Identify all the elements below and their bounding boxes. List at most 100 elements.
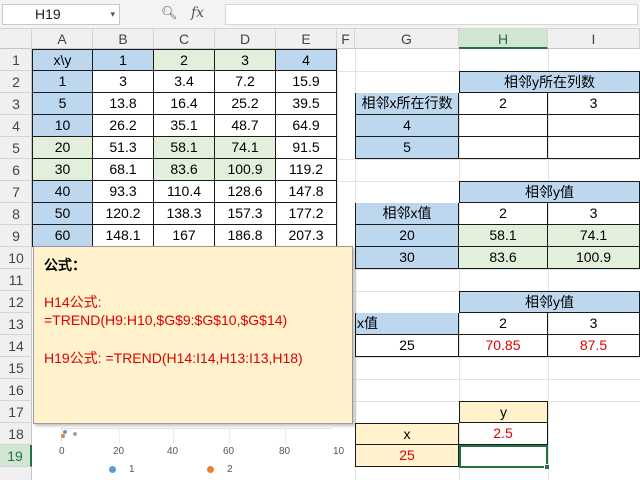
table-cell[interactable]: 128.6 [215,181,276,203]
table-cell[interactable]: 58.1 [459,225,548,247]
table-cell[interactable]: 148.1 [93,225,154,247]
table-cell[interactable]: 15.9 [276,71,337,93]
table-title[interactable]: 相邻y值 [459,181,640,203]
table-cell[interactable]: 4 [276,49,337,71]
select-all-corner[interactable] [0,29,32,49]
table-cell[interactable] [459,137,548,159]
fx-icon[interactable]: fx [191,5,205,21]
row-header[interactable]: 16 [0,379,32,401]
table-cell[interactable]: 50 [32,203,93,225]
chevron-down-icon[interactable]: ▾ [110,9,115,19]
chart-area[interactable]: 0 20 40 60 80 10 1 2 [33,424,353,480]
table-cell[interactable]: 186.8 [215,225,276,247]
table-cell[interactable]: 5 [32,93,93,115]
table-cell[interactable]: 60 [32,225,93,247]
table-cell[interactable]: 2 [459,313,548,335]
table-cell[interactable] [548,137,640,159]
row-header[interactable]: 5 [0,137,32,159]
row-header[interactable]: 7 [0,181,32,203]
table-title[interactable]: 相邻y所在列数 [459,71,640,93]
row-header[interactable]: 1 [0,49,32,71]
table-cell[interactable]: 51.3 [93,137,154,159]
table-cell[interactable]: 1 [93,49,154,71]
table-cell[interactable]: 25 [355,445,459,467]
column-header[interactable]: C [154,29,215,49]
row-header[interactable]: 17 [0,401,32,423]
table-cell[interactable]: 147.8 [276,181,337,203]
comment-note[interactable]: 公式： H14公式: =TREND(H9:H10,$G$9:$G$10,$G$1… [33,246,353,424]
row-header[interactable]: 13 [0,313,32,335]
table-cell[interactable]: 3 [215,49,276,71]
table-cell[interactable]: 157.3 [215,203,276,225]
table-cell[interactable]: 70.85 [459,335,548,357]
table-cell[interactable]: y [459,401,548,423]
table-cell[interactable]: 83.6 [459,247,548,269]
table-cell[interactable]: 74.1 [215,137,276,159]
zoom-icon[interactable]: 🔍︎ [161,5,178,20]
table-cell[interactable]: 93.3 [93,181,154,203]
table-cell[interactable]: 68.1 [93,159,154,181]
table-cell[interactable]: 40 [32,181,93,203]
table-cell[interactable]: 39.5 [276,93,337,115]
table-cell[interactable]: 30 [355,247,459,269]
column-header[interactable]: I [548,29,640,49]
table-title[interactable]: 相邻y值 [459,291,640,313]
table-cell[interactable]: 177.2 [276,203,337,225]
table-cell[interactable]: 20 [355,225,459,247]
column-header[interactable]: E [276,29,337,49]
table-cell[interactable]: x [355,423,459,445]
table-cell[interactable] [548,115,640,137]
table-cell[interactable]: 3 [548,203,640,225]
table-cell[interactable] [459,115,548,137]
table-cell[interactable]: 16.4 [154,93,215,115]
row-header[interactable]: 10 [0,247,32,269]
table-cell[interactable]: 91.5 [276,137,337,159]
row-header[interactable]: 3 [0,93,32,115]
table-cell[interactable]: 3 [548,313,640,335]
table-cell[interactable]: 3 [93,71,154,93]
selected-cell[interactable] [459,445,550,470]
table-cell[interactable]: 5 [355,137,459,159]
row-label[interactable]: 相邻x值 [355,203,459,225]
table-cell[interactable]: 2 [459,203,548,225]
table-cell[interactable]: 74.1 [548,225,640,247]
row-label[interactable]: 相邻x所在行数 [355,93,459,115]
row-header[interactable]: 2 [0,71,32,93]
name-box[interactable]: H19 ▾ [2,4,120,25]
table-cell[interactable]: 110.4 [154,181,215,203]
table-cell[interactable]: 100.9 [548,247,640,269]
column-header[interactable]: B [93,29,154,49]
table-cell[interactable]: 120.2 [93,203,154,225]
row-header[interactable]: 18 [0,423,32,445]
table-cell[interactable]: 25 [355,335,459,357]
table-cell[interactable]: x\y [32,49,93,71]
row-header[interactable]: 11 [0,269,32,291]
table-cell[interactable]: 13.8 [93,93,154,115]
row-header[interactable]: 4 [0,115,32,137]
fill-handle[interactable] [544,464,550,470]
table-cell[interactable]: 3 [548,93,640,115]
table-cell[interactable]: 30 [32,159,93,181]
table-cell[interactable]: 26.2 [93,115,154,137]
table-cell[interactable]: 138.3 [154,203,215,225]
table-cell[interactable]: 2 [154,49,215,71]
table-cell[interactable]: 83.6 [154,159,215,181]
row-header-selected[interactable]: 19 [0,445,32,467]
table-cell[interactable]: 35.1 [154,115,215,137]
row-header[interactable]: 9 [0,225,32,247]
row-label[interactable]: x值 [355,313,459,335]
table-cell[interactable]: 58.1 [154,137,215,159]
table-cell[interactable]: 48.7 [215,115,276,137]
row-header[interactable]: 15 [0,357,32,379]
row-header[interactable]: 6 [0,159,32,181]
formula-input[interactable] [225,4,638,25]
table-cell[interactable]: 10 [32,115,93,137]
column-header[interactable]: G [355,29,459,49]
row-header[interactable]: 12 [0,291,32,313]
table-cell[interactable]: 25.2 [215,93,276,115]
table-cell[interactable]: 1 [32,71,93,93]
column-header-selected[interactable]: H [459,29,548,49]
column-header[interactable]: D [215,29,276,49]
row-header[interactable]: 8 [0,203,32,225]
table-cell[interactable]: 20 [32,137,93,159]
